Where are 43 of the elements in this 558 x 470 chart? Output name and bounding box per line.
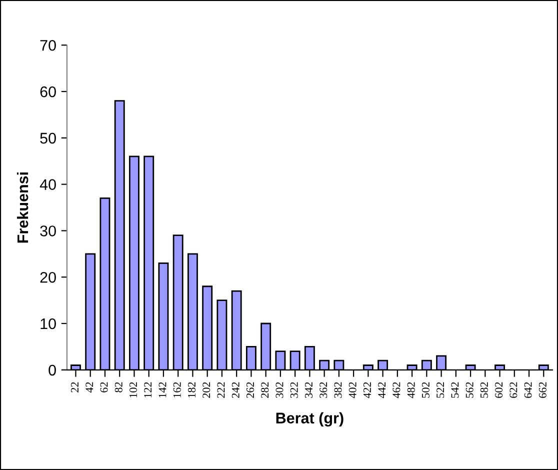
x-tick-label: 442: [378, 382, 386, 398]
x-tick-label: 262: [246, 382, 254, 398]
y-tick-label: 50: [40, 132, 56, 144]
x-tick-label: 342: [305, 382, 312, 398]
x-tick-label: 22: [71, 382, 78, 392]
x-tick-label: 162: [173, 382, 181, 398]
y-tick-label: 70: [40, 40, 56, 51]
x-axis-title: Berat (gr): [276, 412, 344, 427]
x-tick-label: 502: [422, 382, 430, 398]
x-tick-label: 102: [130, 382, 138, 398]
x-tick-label: 662: [538, 382, 546, 398]
x-tick-label: 522: [436, 382, 444, 398]
x-tick-label: 182: [188, 382, 196, 398]
y-axis-title: Frekuensi: [16, 172, 28, 243]
x-tick-label: 382: [334, 382, 342, 398]
y-tick-label: 10: [40, 318, 56, 330]
x-tick-label: 642: [524, 382, 532, 398]
x-tick-label: 302: [276, 382, 284, 398]
x-tick-label: 542: [451, 382, 459, 398]
x-tick-label: 42: [86, 382, 94, 393]
x-tick-label: 282: [261, 382, 269, 398]
y-tick-label: 60: [40, 86, 56, 98]
y-tick-label: 0: [48, 364, 56, 376]
x-tick-label: 142: [158, 382, 166, 398]
x-tick-label: 122: [144, 382, 152, 398]
x-tick-label: 602: [495, 382, 503, 398]
x-tick-label: 562: [466, 382, 474, 398]
x-tick-label: 222: [217, 382, 225, 398]
x-tick-label: 462: [392, 382, 400, 398]
x-tick-label: 622: [510, 382, 518, 398]
y-tick-label: 20: [40, 272, 56, 283]
y-tick-label: 40: [40, 179, 56, 190]
x-tick-label: 242: [232, 382, 240, 398]
x-tick-label: 482: [407, 382, 415, 398]
x-tick-label: 322: [290, 382, 298, 398]
x-tick-label: 362: [320, 382, 328, 398]
x-tick-label: 422: [363, 382, 371, 398]
x-tick-label: 62: [100, 382, 108, 392]
x-tick-label: 82: [114, 382, 122, 392]
x-tick-label: 402: [348, 382, 356, 398]
x-tick-label: 202: [202, 382, 210, 398]
y-tick-label: 30: [40, 226, 56, 236]
x-tick-label: 582: [480, 382, 488, 398]
